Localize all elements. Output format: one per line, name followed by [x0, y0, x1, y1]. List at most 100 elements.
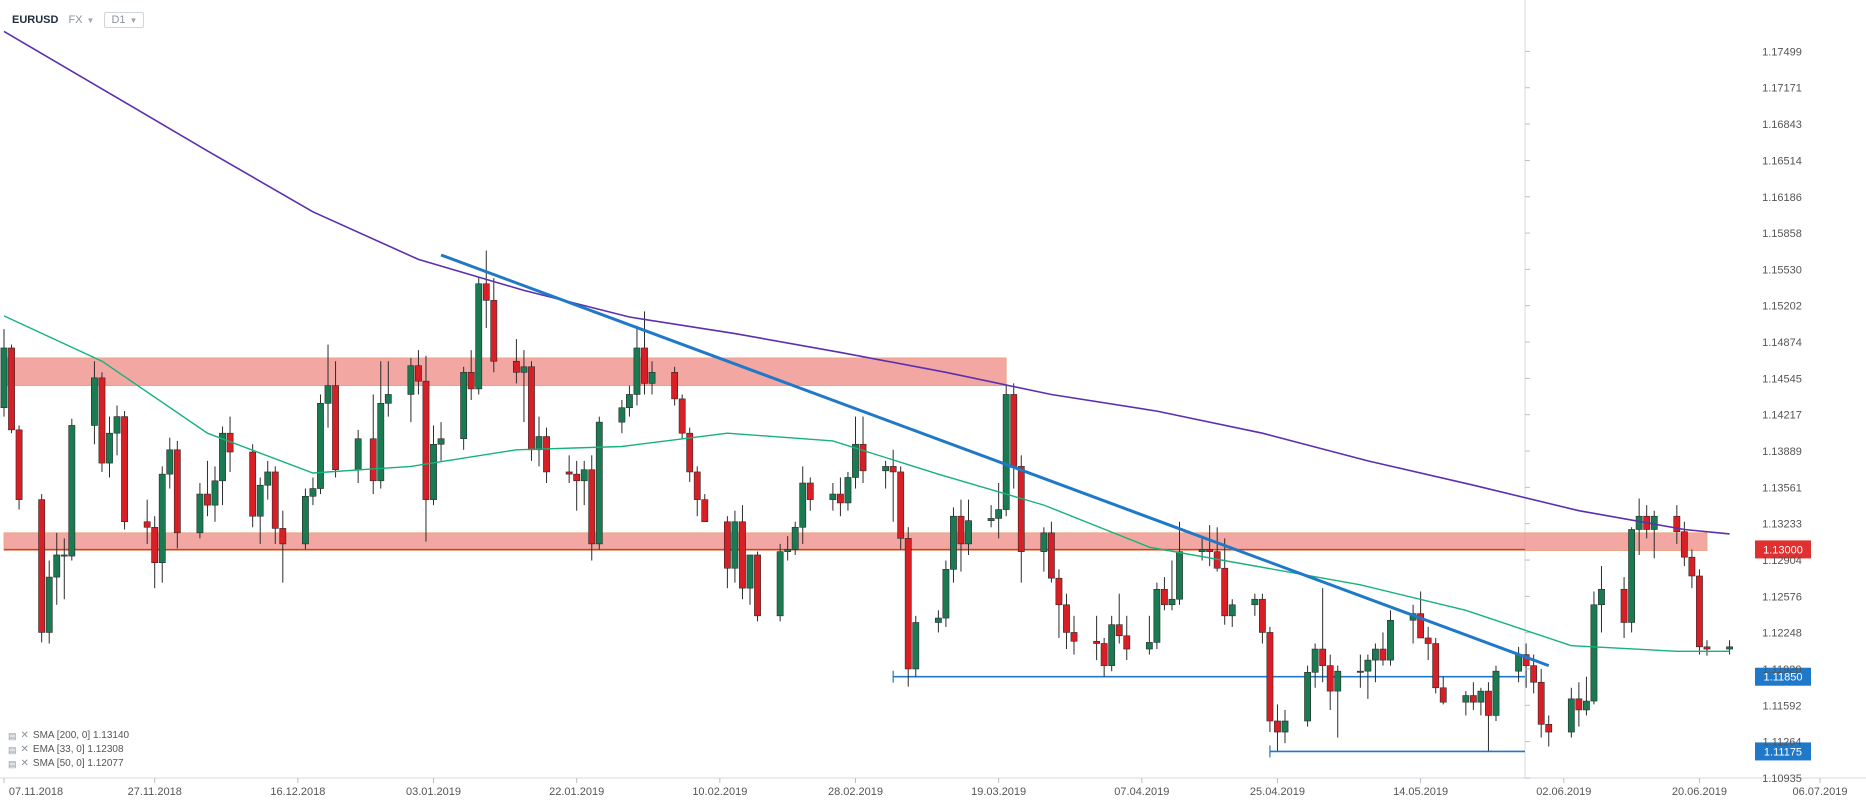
price-tick-label: 1.17499	[1762, 46, 1802, 58]
candle-body	[106, 432, 113, 464]
candle-body	[987, 518, 995, 521]
time-tick-label: 27.11.2018	[128, 786, 182, 798]
candle-body	[1356, 670, 1364, 673]
candle-body	[1567, 698, 1575, 733]
candle-body	[1635, 515, 1643, 530]
candle-body	[460, 372, 468, 440]
candle-body	[693, 471, 701, 500]
candle-body	[369, 438, 377, 482]
price-level-tag	[1755, 742, 1811, 761]
candle-body	[942, 569, 950, 619]
candle-body	[1650, 515, 1658, 530]
candle-body	[882, 466, 890, 472]
candle-body	[249, 451, 257, 517]
candle-body	[1364, 659, 1372, 672]
candle-body	[1161, 588, 1168, 606]
timeframe-selector[interactable]: D1 ▼	[104, 12, 145, 28]
candle-body	[271, 471, 279, 529]
candle-body	[91, 377, 98, 426]
candle-body	[211, 480, 219, 506]
settings-icon[interactable]: ▤	[8, 731, 17, 741]
candle-body	[475, 283, 483, 390]
candle-body	[1002, 394, 1010, 510]
close-icon[interactable]: ✕	[20, 730, 29, 741]
candle-body	[1515, 654, 1522, 672]
candle-body	[437, 438, 445, 445]
candle-body	[204, 493, 211, 506]
price-level-label: 1.11175	[1764, 746, 1802, 758]
candle-body	[806, 482, 814, 500]
time-tick-label: 19.03.2019	[971, 786, 1026, 798]
price-tick-label: 1.12904	[1762, 555, 1802, 567]
indicator-row: ▤ ✕ SMA [50, 0] 1.12077	[8, 757, 129, 771]
candle-body	[1100, 643, 1108, 666]
candle-body	[1628, 529, 1636, 623]
candle-body	[701, 499, 709, 523]
candle-body	[430, 443, 437, 500]
candle-body	[279, 528, 287, 545]
candle-body	[53, 554, 61, 578]
candle-body	[1228, 604, 1236, 617]
candle-body	[1017, 466, 1025, 552]
candle-body	[1206, 549, 1214, 552]
resistance-zone	[3, 532, 1708, 551]
settings-icon[interactable]: ▤	[8, 759, 17, 769]
price-tick-label: 1.11920	[1763, 664, 1802, 676]
price-tick-label: 1.15202	[1762, 301, 1802, 313]
indicator-row: ▤ ✕ SMA [200, 0] 1.13140	[8, 729, 129, 743]
candle-body	[1115, 624, 1123, 637]
candle-body	[121, 416, 128, 523]
candle-body	[641, 347, 648, 384]
candle-body	[588, 469, 596, 545]
candle-body	[1590, 604, 1598, 702]
candle-body	[166, 449, 174, 475]
candle-body	[995, 509, 1003, 519]
candle-body	[196, 493, 204, 534]
close-icon[interactable]: ✕	[20, 744, 29, 755]
candle-body	[1432, 643, 1440, 689]
candle-body	[256, 484, 264, 517]
candle-body	[837, 493, 844, 504]
candle-body	[1055, 577, 1063, 606]
candle-body	[754, 554, 761, 617]
candle-body	[1680, 531, 1688, 558]
candle-body	[595, 421, 603, 545]
candle-body	[1108, 624, 1116, 666]
candle-body	[859, 443, 867, 472]
candle-body	[731, 521, 739, 569]
candle-body	[158, 473, 166, 564]
candle-body	[113, 416, 121, 434]
price-tick-label: 1.13561	[1762, 482, 1802, 494]
candle-body	[784, 549, 792, 552]
candle-body	[1168, 598, 1176, 606]
candle-body	[618, 407, 626, 423]
candle-body	[1311, 648, 1319, 673]
candle-body	[98, 377, 106, 464]
candle-body	[626, 394, 633, 409]
candle-body	[1251, 598, 1259, 606]
candle-body	[1545, 724, 1553, 733]
candle-body	[415, 365, 422, 382]
chart-header: EURUSD FX ▼ D1 ▼	[12, 10, 145, 30]
settings-icon[interactable]: ▤	[8, 745, 17, 755]
candle-body	[852, 443, 859, 478]
price-tick-label: 1.11592	[1763, 700, 1802, 712]
candle-body	[60, 554, 68, 557]
candle-body	[957, 515, 965, 545]
indicator-label: SMA [50, 0] 1.12077	[32, 758, 124, 769]
candle-body	[1598, 588, 1605, 606]
timeframe-label: D1	[111, 14, 126, 26]
price-tick-label: 1.10935	[1762, 773, 1802, 785]
candle-body	[407, 365, 415, 395]
candle-body	[1537, 681, 1545, 725]
candle-body	[1439, 687, 1447, 703]
candle-body	[309, 488, 317, 497]
market-selector[interactable]: FX ▼	[68, 14, 94, 26]
candle-body	[889, 466, 897, 473]
candle-body	[1123, 635, 1131, 650]
close-icon[interactable]: ✕	[20, 758, 29, 769]
symbol-label[interactable]: EURUSD	[12, 14, 59, 26]
trendline	[440, 253, 1550, 668]
candle-body	[332, 385, 339, 471]
